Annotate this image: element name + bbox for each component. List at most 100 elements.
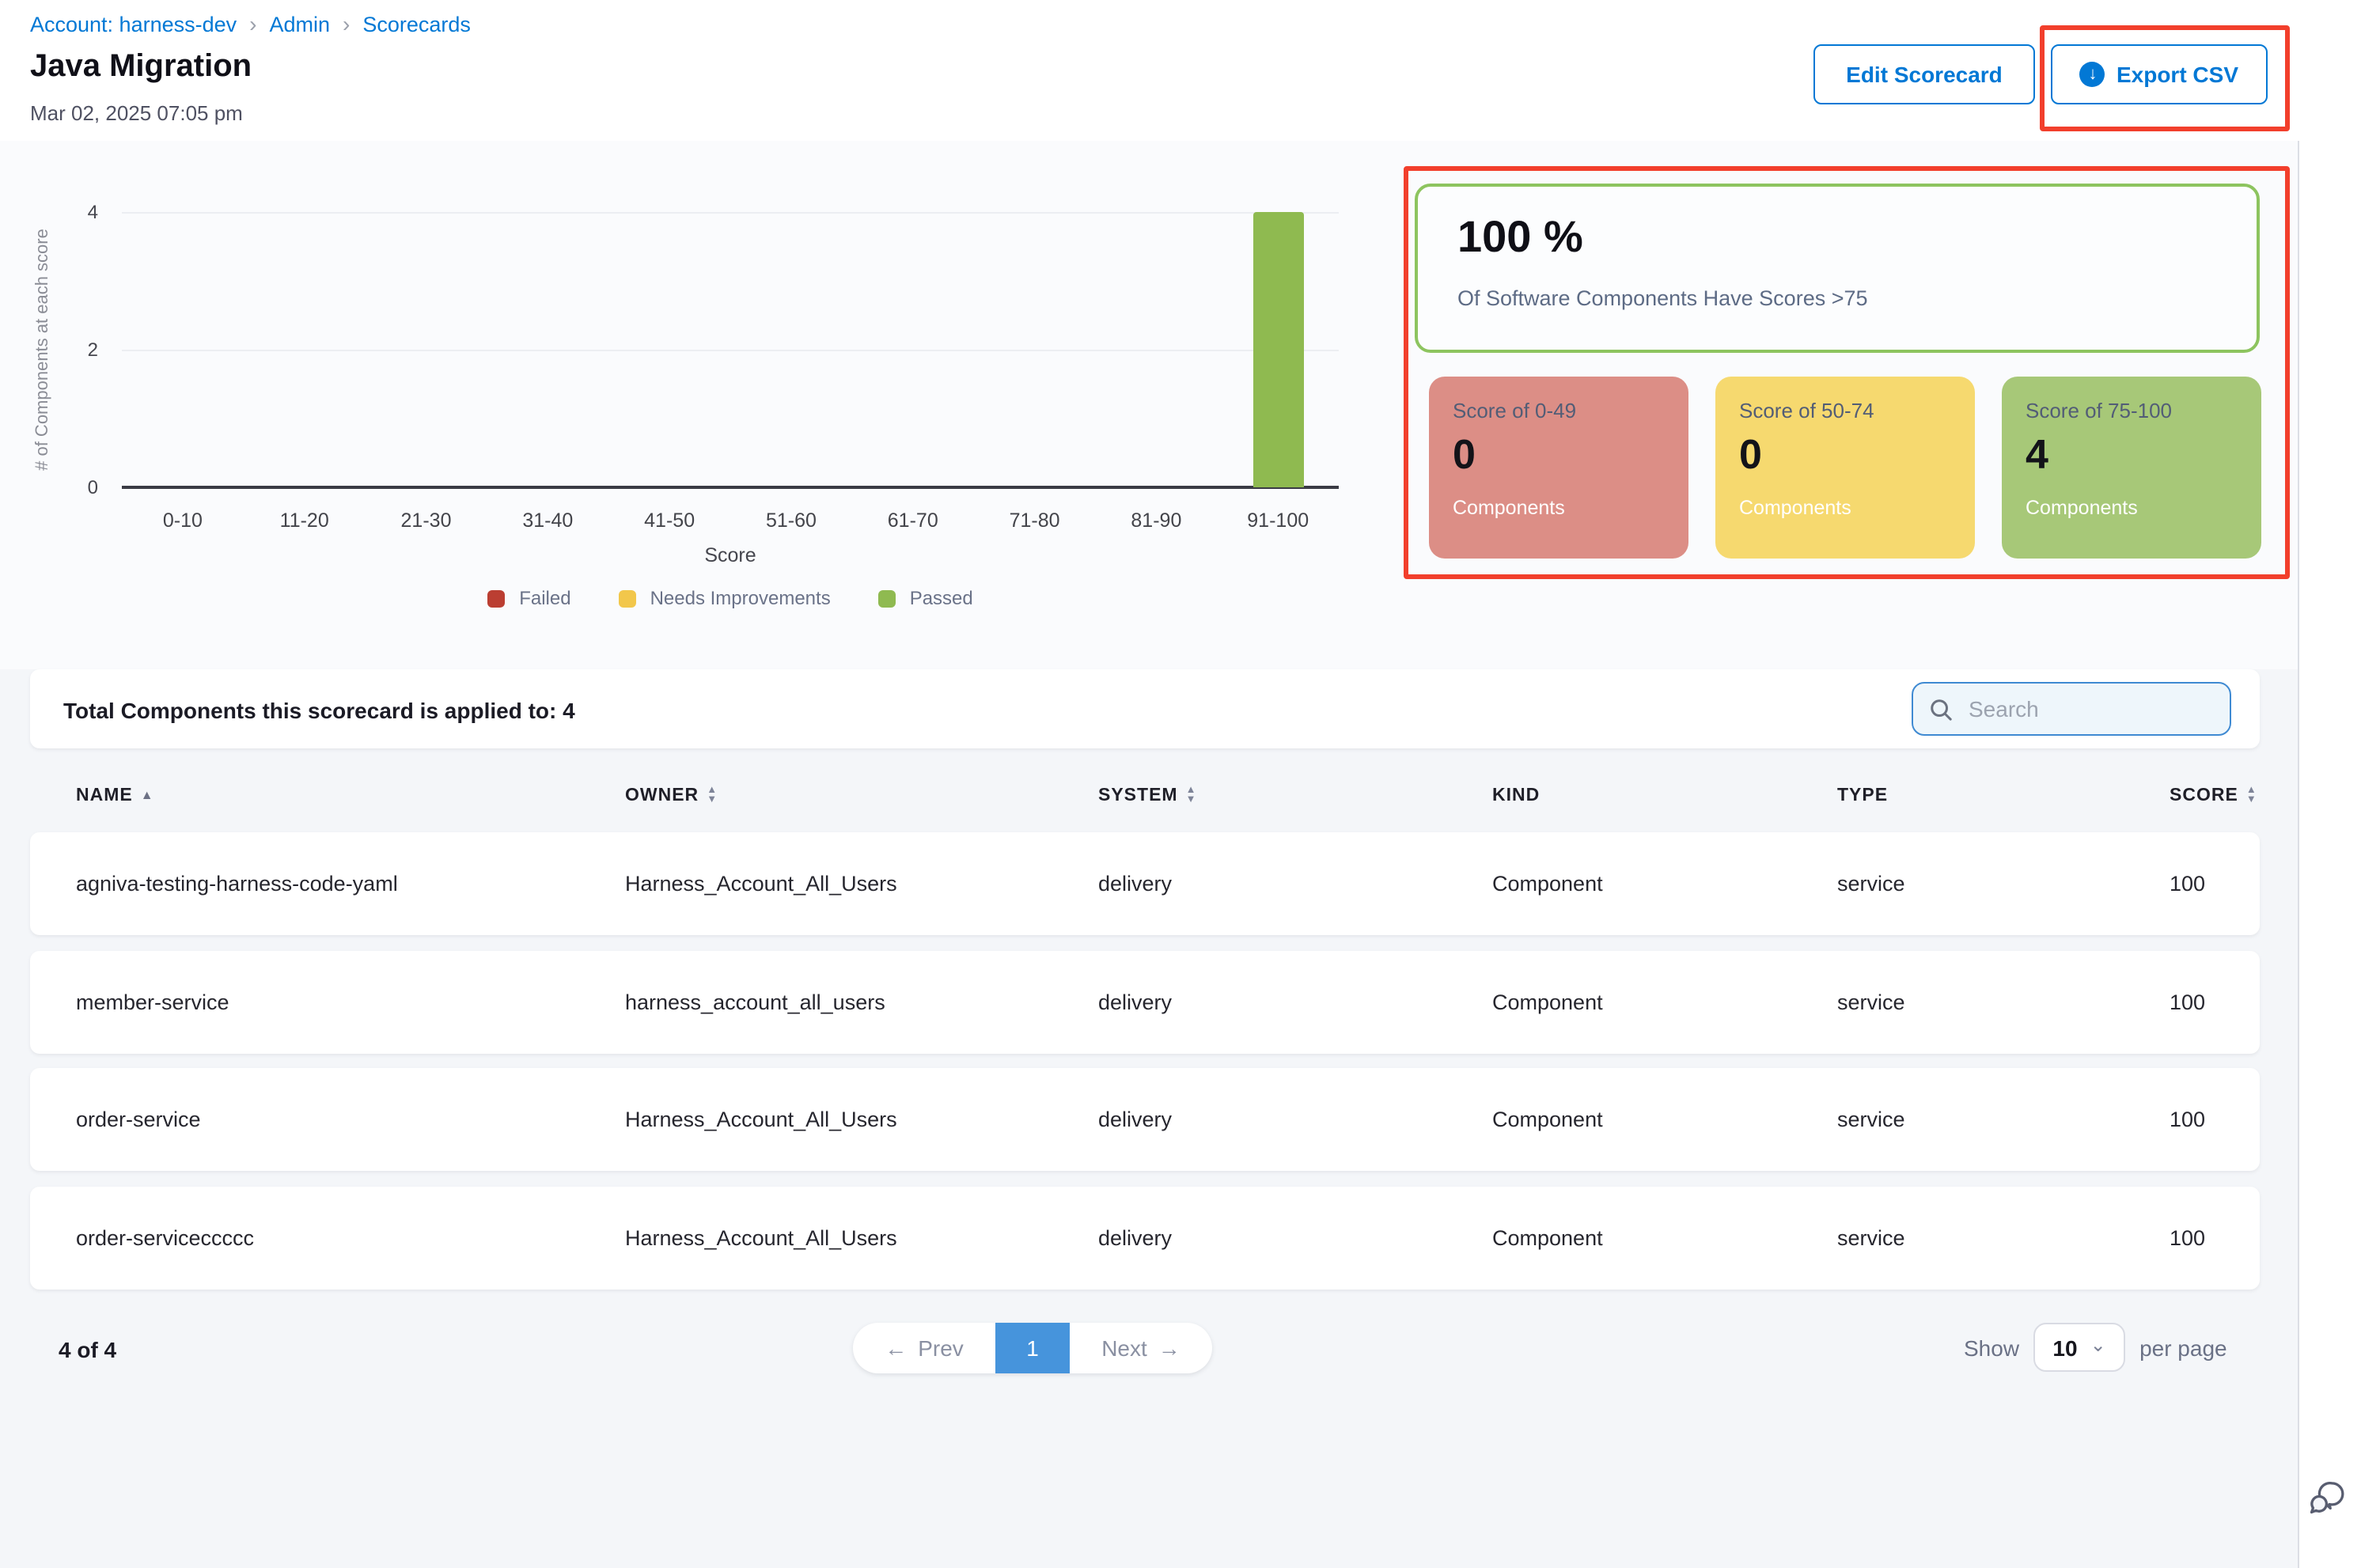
cell-kind: Component: [1492, 990, 1603, 1013]
chart-x-tick-labels: 0-10 11-20 21-30 31-40 41-50 51-60 61-70…: [122, 509, 1339, 532]
cell-system: delivery: [1098, 990, 1173, 1013]
download-icon: ↓: [2079, 62, 2105, 87]
score-card-50-74: Score of 50-74 0 Components: [1715, 377, 1975, 559]
next-page-button[interactable]: Next →: [1070, 1323, 1212, 1373]
x-tick: 31-40: [522, 509, 574, 532]
legend-label-needs-improvements: Needs Improvements: [650, 587, 831, 609]
score-card-count: 4: [2026, 430, 2048, 478]
top-bar: Account: harness-dev › Admin › Scorecard…: [0, 0, 2361, 141]
score-card-label: Components: [1739, 497, 1851, 519]
column-label: NAME: [76, 786, 133, 805]
export-csv-label: Export CSV: [2116, 62, 2238, 87]
bar-cell[interactable]: [1096, 212, 1218, 487]
cell-name: agniva-testing-harness-code-yaml: [76, 872, 398, 896]
legend-item-needs-improvements[interactable]: Needs Improvements: [618, 587, 831, 609]
search-box[interactable]: [1912, 682, 2231, 736]
cell-name: member-service: [76, 990, 229, 1013]
y-tick-4: 4: [87, 201, 98, 223]
breadcrumb-admin-link[interactable]: Admin: [269, 12, 331, 36]
scorecard-timestamp: Mar 02, 2025 07:05 pm: [30, 101, 243, 125]
table-toolbar: Total Components this scorecard is appli…: [30, 669, 2260, 748]
breadcrumb: Account: harness-dev › Admin › Scorecard…: [30, 11, 471, 36]
column-label: OWNER: [625, 786, 699, 805]
chat-support-icon[interactable]: [2306, 1476, 2348, 1519]
table-row[interactable]: agniva-testing-harness-code-yaml Harness…: [30, 832, 2260, 935]
chart-x-axis-line: [122, 486, 1339, 489]
bar-cell[interactable]: [1217, 212, 1339, 487]
cell-owner: Harness_Account_All_Users: [625, 1108, 897, 1131]
right-gutter: [2298, 141, 2361, 1568]
bar-cell[interactable]: [487, 212, 608, 487]
sort-icon: ▲ ▼: [707, 785, 718, 805]
legend-label-failed: Failed: [519, 587, 571, 609]
y-tick-2: 2: [87, 339, 98, 361]
cell-type: service: [1837, 1108, 1905, 1131]
breadcrumb-scorecards-link[interactable]: Scorecards: [362, 12, 471, 36]
legend-item-passed[interactable]: Passed: [877, 587, 973, 609]
y-tick-0: 0: [87, 476, 98, 498]
bar-cell[interactable]: [852, 212, 974, 487]
table-row[interactable]: order-serviceccccc Harness_Account_All_U…: [30, 1186, 2260, 1289]
column-header-score[interactable]: SCORE ▲ ▼: [2170, 786, 2257, 805]
x-tick: 0-10: [162, 509, 203, 532]
x-tick: 51-60: [765, 509, 817, 532]
next-label: Next: [1101, 1335, 1147, 1361]
score-card-0-49: Score of 0-49 0 Components: [1429, 377, 1688, 559]
headline-caption: Of Software Components Have Scores >75: [1457, 286, 1868, 310]
chart-legend: Failed Needs Improvements Passed: [122, 587, 1339, 609]
legend-item-failed[interactable]: Failed: [487, 587, 571, 609]
score-card-75-100: Score of 75-100 4 Components: [2002, 377, 2261, 559]
gridline-2: [122, 350, 1339, 351]
score-range-cards: Score of 0-49 0 Components Score of 50-7…: [1429, 377, 2261, 559]
bar-cell[interactable]: [244, 212, 366, 487]
total-components-label: Total Components this scorecard is appli…: [63, 698, 575, 723]
bar-passed[interactable]: [1253, 212, 1304, 487]
page-size-group: Show 10 ⌄ per page: [1964, 1323, 2227, 1372]
column-label: SCORE: [2170, 786, 2238, 805]
chevron-right-icon: ›: [249, 11, 257, 36]
edit-scorecard-button[interactable]: Edit Scorecard: [1813, 44, 2035, 104]
cell-system: delivery: [1098, 872, 1173, 896]
score-card-label: Components: [2026, 497, 2138, 519]
x-tick: 11-20: [279, 509, 329, 532]
search-input[interactable]: [1965, 695, 2193, 723]
cell-score: 100: [2170, 1225, 2206, 1249]
sort-icon: ▲ ▼: [1185, 785, 1197, 805]
column-header-owner[interactable]: OWNER ▲ ▼: [625, 786, 1098, 805]
score-card-title: Score of 50-74: [1739, 399, 1874, 422]
column-header-kind: KIND: [1492, 786, 1837, 805]
table-body: agniva-testing-harness-code-yaml Harness…: [30, 832, 2260, 1304]
table-header-row: NAME ▲ OWNER ▲ ▼ SYSTEM ▲ ▼ KIND TYPE SCOR…: [30, 786, 2260, 805]
column-header-system[interactable]: SYSTEM ▲ ▼: [1098, 786, 1492, 805]
x-tick: 71-80: [1009, 509, 1060, 532]
export-csv-button[interactable]: ↓ Export CSV: [2051, 44, 2268, 104]
bar-cell[interactable]: [730, 212, 852, 487]
score-card-label: Components: [1453, 497, 1565, 519]
column-header-name[interactable]: NAME ▲: [76, 786, 625, 805]
x-tick: 91-100: [1247, 509, 1309, 532]
breadcrumb-account-link[interactable]: Account: harness-dev: [30, 12, 237, 36]
bar-cell[interactable]: [608, 212, 730, 487]
cell-system: delivery: [1098, 1108, 1173, 1131]
bar-cell[interactable]: [974, 212, 1096, 487]
bar-cell[interactable]: [122, 212, 244, 487]
column-label: TYPE: [1837, 786, 1889, 805]
cell-type: service: [1837, 1225, 1905, 1249]
table-row[interactable]: member-service harness_account_all_users…: [30, 950, 2260, 1053]
cell-owner: Harness_Account_All_Users: [625, 872, 897, 896]
cell-type: service: [1837, 872, 1905, 896]
page-number-button[interactable]: 1: [995, 1323, 1070, 1373]
legend-swatch-needs-improvements: [618, 589, 636, 607]
pagination-control: ← Prev 1 Next →: [853, 1323, 1212, 1373]
cell-name: order-serviceccccc: [76, 1225, 255, 1249]
column-label: KIND: [1492, 786, 1541, 805]
search-icon: [1931, 699, 1952, 720]
right-arrow-icon: →: [1158, 1335, 1180, 1361]
prev-page-button[interactable]: ← Prev: [853, 1323, 995, 1373]
page-size-select[interactable]: 10 ⌄: [2033, 1323, 2126, 1372]
legend-swatch-failed: [487, 589, 506, 607]
page-title: Java Migration: [30, 49, 252, 84]
bar-cell[interactable]: [366, 212, 487, 487]
edit-scorecard-label: Edit Scorecard: [1846, 62, 2003, 87]
table-row[interactable]: order-service Harness_Account_All_Users …: [30, 1068, 2260, 1171]
